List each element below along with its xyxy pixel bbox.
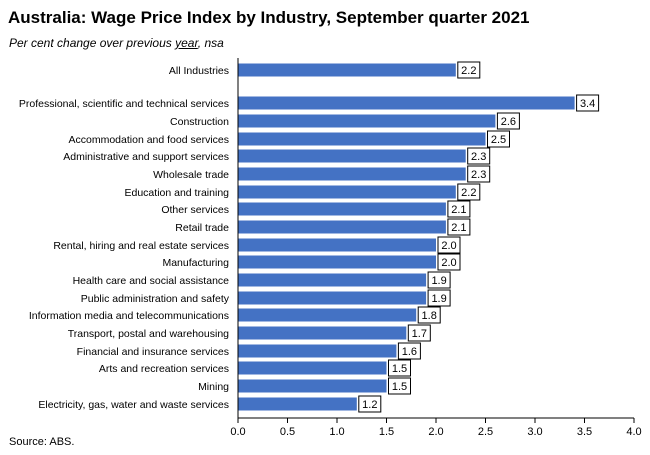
data-label-box: [388, 359, 411, 377]
data-label: 2.3: [471, 151, 486, 163]
data-label: 1.5: [392, 363, 407, 375]
data-label-box: [388, 377, 411, 395]
data-label-box: [437, 253, 461, 271]
data-label: 3.4: [580, 98, 595, 110]
bar: [238, 63, 456, 77]
bar: [238, 273, 427, 287]
category-label: Education and training: [125, 187, 230, 199]
data-label-box: [576, 94, 600, 112]
category-label: Professional, scientific and technical s…: [19, 98, 229, 110]
bar: [238, 326, 407, 340]
x-tick-label: 3.0: [527, 426, 542, 438]
data-label: 2.6: [501, 116, 516, 128]
data-label-box: [358, 395, 382, 413]
x-tick-label: 0.0: [230, 426, 245, 438]
x-tick-label: 2.0: [428, 426, 443, 438]
x-tick-label: 0.5: [280, 426, 295, 438]
x-tick-label: 4.0: [626, 426, 641, 438]
bar: [238, 132, 486, 146]
data-label: 1.8: [422, 310, 437, 322]
bar: [238, 114, 496, 128]
category-label: All Industries: [169, 65, 229, 77]
bar: [238, 361, 387, 375]
data-label: 1.9: [431, 275, 446, 287]
x-axis: 0.0 0.5 1.0 1.5 2.0 2.5 3.0 3.5 4.0: [230, 58, 642, 438]
data-label-box: [487, 130, 510, 148]
subtitle-emphasis: year: [175, 36, 198, 50]
bar: [238, 308, 417, 322]
bar: [238, 220, 446, 234]
category-label: Wholesale trade: [153, 169, 229, 181]
chart-title: Australia: Wage Price Index by Industry,…: [8, 8, 530, 27]
data-label: 2.2: [461, 187, 476, 199]
data-label: 2.0: [441, 240, 456, 252]
bar: [238, 185, 456, 199]
chart-subtitle: Per cent change over previous year, nsa: [9, 36, 224, 50]
category-label: Transport, postal and warehousing: [68, 328, 229, 340]
category-label: Public administration and safety: [81, 293, 230, 305]
bar: [238, 291, 427, 305]
data-label: 2.1: [451, 204, 466, 216]
value-labels-layer: 2.2 3.4 2.6 2.5 2.3 2.3 2.2 2.1 2.1 2.0 2.0 1.9 1.9 1…: [358, 61, 600, 413]
data-label: 2.1: [451, 222, 466, 234]
bar: [238, 149, 466, 163]
category-label: Construction: [170, 116, 229, 128]
category-label: Information media and telecommunications: [29, 310, 229, 322]
x-tick-label: 1.5: [379, 426, 394, 438]
category-label: Administrative and support services: [63, 151, 229, 163]
x-tick-label: 3.5: [577, 426, 592, 438]
data-label-box: [467, 165, 491, 183]
data-label-box: [457, 61, 481, 79]
data-label-box: [457, 183, 481, 201]
data-label-box: [447, 200, 471, 218]
data-label-box: [467, 147, 491, 165]
data-label-box: [447, 218, 471, 236]
data-label-box: [427, 271, 451, 289]
category-label: Other services: [161, 204, 229, 216]
data-label-box: [397, 342, 421, 360]
category-label: Manufacturing: [162, 257, 229, 269]
data-label-box: [417, 306, 441, 324]
data-label: 1.5: [392, 381, 407, 393]
data-label: 1.9: [431, 293, 446, 305]
category-label: Mining: [198, 381, 229, 393]
bar: [238, 344, 397, 358]
data-label: 1.2: [362, 399, 377, 411]
data-label-box: [496, 112, 520, 130]
x-tick-label: 2.5: [478, 426, 493, 438]
bar: [238, 202, 446, 216]
bar: [238, 397, 357, 411]
data-label: 2.3: [471, 169, 486, 181]
bars-layer: [238, 63, 575, 411]
data-label: 2.2: [461, 65, 476, 77]
source-note: Source: ABS.: [9, 436, 75, 448]
category-labels-layer: All Industries Professional, scientific a…: [19, 65, 230, 411]
data-label: 1.6: [402, 346, 417, 358]
bar: [238, 96, 575, 110]
data-label: 2.0: [441, 257, 456, 269]
data-label-box: [427, 289, 451, 307]
category-label: Health care and social assistance: [73, 275, 230, 287]
bar: [238, 255, 436, 269]
category-label: Arts and recreation services: [99, 363, 229, 375]
subtitle-text-start: Per cent change over previous: [9, 36, 176, 50]
category-label: Financial and insurance services: [77, 346, 229, 358]
x-tick-label: 1.0: [329, 426, 344, 438]
data-label-box: [437, 236, 461, 254]
category-label: Accommodation and food services: [69, 134, 230, 146]
data-label-box: [407, 324, 431, 342]
bar: [238, 379, 387, 393]
bar: [238, 167, 466, 181]
bar: [238, 238, 436, 252]
data-label: 1.7: [412, 328, 427, 340]
category-label: Rental, hiring and real estate services: [53, 240, 229, 252]
category-label: Retail trade: [175, 222, 229, 234]
data-label: 2.5: [491, 134, 506, 146]
category-label: Electricity, gas, water and waste servic…: [38, 399, 229, 411]
subtitle-text-end: , nsa: [197, 36, 224, 50]
